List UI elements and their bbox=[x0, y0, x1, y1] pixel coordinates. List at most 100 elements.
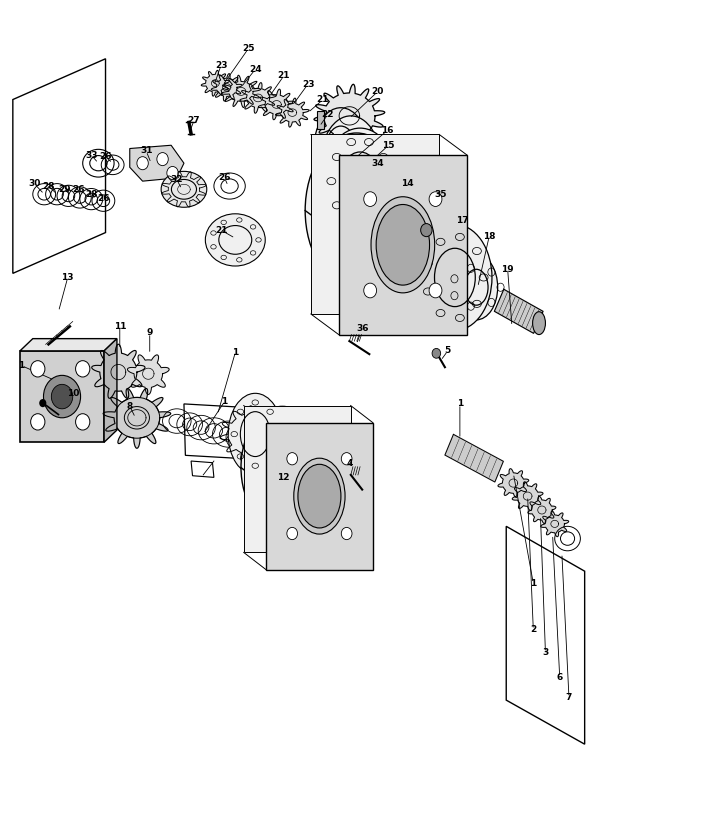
Text: 28: 28 bbox=[42, 181, 55, 191]
Circle shape bbox=[167, 166, 178, 180]
Text: 12: 12 bbox=[277, 472, 290, 482]
Text: 1: 1 bbox=[19, 361, 24, 370]
Text: 27: 27 bbox=[188, 116, 200, 126]
FancyBboxPatch shape bbox=[317, 111, 324, 129]
Text: 1: 1 bbox=[232, 348, 238, 357]
Ellipse shape bbox=[455, 255, 498, 320]
Polygon shape bbox=[494, 290, 543, 333]
Circle shape bbox=[287, 527, 297, 539]
Text: 1: 1 bbox=[530, 579, 536, 588]
Text: 31: 31 bbox=[140, 146, 153, 156]
Circle shape bbox=[364, 283, 376, 298]
Polygon shape bbox=[128, 355, 169, 394]
Text: 10: 10 bbox=[66, 388, 79, 398]
Text: 16: 16 bbox=[381, 126, 394, 135]
Ellipse shape bbox=[241, 406, 324, 529]
Circle shape bbox=[342, 527, 352, 539]
Ellipse shape bbox=[298, 464, 341, 528]
Text: 7: 7 bbox=[566, 693, 572, 703]
Ellipse shape bbox=[321, 116, 381, 207]
Text: 33: 33 bbox=[85, 150, 98, 160]
Ellipse shape bbox=[418, 224, 492, 330]
Text: 23: 23 bbox=[302, 79, 314, 89]
Polygon shape bbox=[201, 70, 230, 96]
Circle shape bbox=[364, 192, 376, 206]
Text: 25: 25 bbox=[242, 44, 255, 54]
Text: 35: 35 bbox=[434, 189, 447, 199]
Circle shape bbox=[157, 153, 168, 166]
Ellipse shape bbox=[533, 312, 545, 335]
Text: 6: 6 bbox=[557, 672, 563, 682]
Text: 2: 2 bbox=[530, 625, 536, 635]
Circle shape bbox=[31, 361, 45, 377]
Polygon shape bbox=[498, 468, 529, 498]
Text: 17: 17 bbox=[456, 215, 468, 225]
Circle shape bbox=[76, 361, 90, 377]
Circle shape bbox=[51, 384, 73, 409]
Polygon shape bbox=[211, 73, 242, 101]
Text: 1: 1 bbox=[457, 399, 463, 409]
Circle shape bbox=[137, 157, 148, 170]
Polygon shape bbox=[528, 496, 556, 524]
Text: 3: 3 bbox=[543, 648, 548, 658]
Text: 30: 30 bbox=[28, 179, 41, 188]
Ellipse shape bbox=[305, 133, 408, 288]
Circle shape bbox=[432, 348, 441, 358]
Text: 29: 29 bbox=[58, 184, 71, 194]
Polygon shape bbox=[311, 135, 439, 314]
Text: 9: 9 bbox=[147, 328, 153, 338]
Polygon shape bbox=[314, 84, 385, 148]
Text: 21: 21 bbox=[277, 71, 290, 81]
Polygon shape bbox=[130, 145, 184, 181]
Polygon shape bbox=[445, 434, 503, 482]
Text: 23: 23 bbox=[215, 60, 227, 70]
Polygon shape bbox=[240, 82, 277, 113]
Polygon shape bbox=[275, 98, 309, 127]
Polygon shape bbox=[339, 155, 467, 335]
Ellipse shape bbox=[376, 205, 429, 285]
Text: 20: 20 bbox=[371, 86, 384, 96]
Ellipse shape bbox=[314, 108, 368, 189]
Text: 26: 26 bbox=[99, 152, 112, 162]
Text: 11: 11 bbox=[113, 322, 126, 331]
Polygon shape bbox=[103, 388, 171, 448]
Circle shape bbox=[76, 414, 90, 430]
Text: 21: 21 bbox=[317, 95, 329, 104]
Ellipse shape bbox=[294, 458, 345, 534]
Polygon shape bbox=[92, 344, 145, 398]
Polygon shape bbox=[512, 481, 543, 511]
Circle shape bbox=[287, 453, 297, 465]
Text: 26: 26 bbox=[97, 193, 110, 203]
Text: 19: 19 bbox=[501, 264, 514, 274]
Text: 4: 4 bbox=[347, 459, 352, 468]
Text: 26: 26 bbox=[218, 173, 231, 183]
Text: 14: 14 bbox=[401, 179, 414, 188]
Text: 22: 22 bbox=[322, 109, 334, 119]
Ellipse shape bbox=[278, 435, 361, 557]
Text: 13: 13 bbox=[61, 273, 74, 282]
Polygon shape bbox=[266, 423, 373, 570]
Text: 18: 18 bbox=[483, 232, 496, 242]
Ellipse shape bbox=[161, 171, 207, 207]
Circle shape bbox=[43, 375, 81, 418]
Circle shape bbox=[31, 414, 45, 430]
Text: 36: 36 bbox=[356, 323, 369, 333]
Polygon shape bbox=[244, 406, 351, 552]
Ellipse shape bbox=[352, 167, 454, 322]
Polygon shape bbox=[20, 339, 117, 351]
Text: 21: 21 bbox=[215, 225, 227, 235]
Text: 24: 24 bbox=[249, 64, 262, 74]
Text: 5: 5 bbox=[445, 346, 451, 356]
Polygon shape bbox=[540, 511, 569, 537]
Text: 1: 1 bbox=[222, 397, 227, 406]
Ellipse shape bbox=[205, 214, 265, 266]
Text: 32: 32 bbox=[170, 175, 183, 184]
Ellipse shape bbox=[371, 197, 435, 293]
Circle shape bbox=[429, 283, 442, 298]
Circle shape bbox=[342, 453, 352, 465]
Text: 26: 26 bbox=[72, 184, 85, 194]
Ellipse shape bbox=[323, 128, 397, 234]
Circle shape bbox=[39, 399, 46, 407]
Ellipse shape bbox=[228, 393, 282, 475]
Circle shape bbox=[429, 192, 442, 206]
